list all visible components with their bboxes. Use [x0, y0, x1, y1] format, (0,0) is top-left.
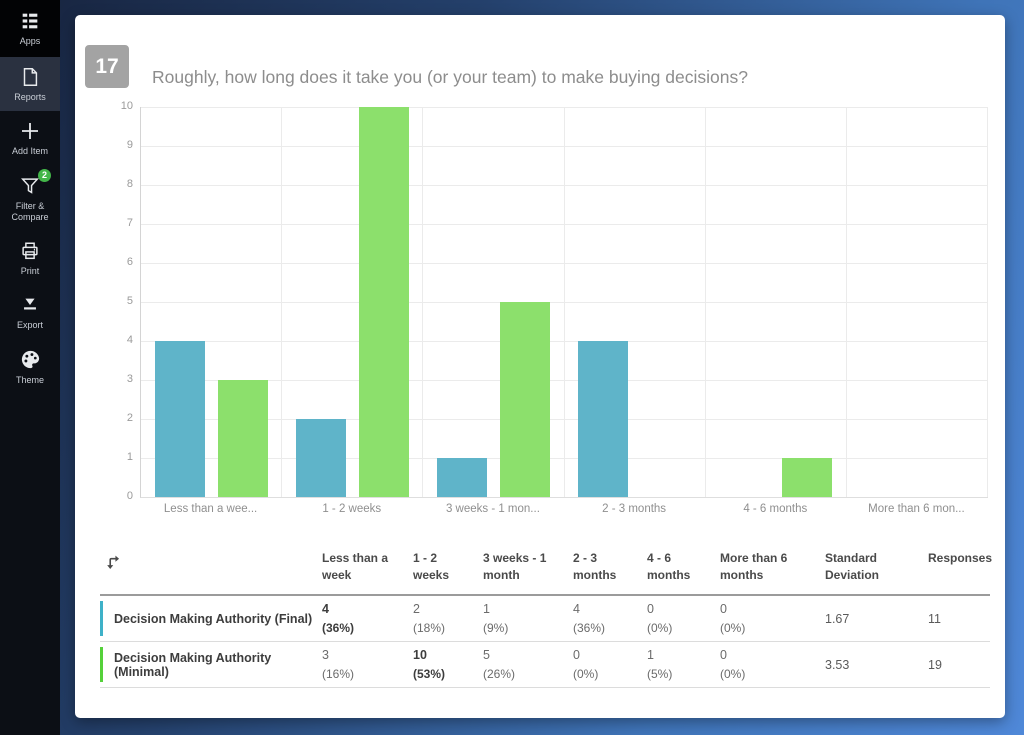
- responses-cell: 19: [928, 657, 942, 672]
- responses-cell: 11: [928, 611, 941, 626]
- chart-category-1: [141, 107, 283, 497]
- question-title: Roughly, how long does it take you (or y…: [152, 66, 748, 87]
- bar-decision-making-authority-final-[interactable]: [295, 419, 346, 497]
- chart-category-6: [847, 107, 989, 497]
- value-cell: 0 (0%): [647, 602, 673, 635]
- value-cell: 3 (16%): [322, 648, 355, 681]
- std-deviation-cell: 3.53: [825, 657, 850, 672]
- column-header: Responses: [928, 551, 993, 565]
- y-axis-tick-label: 7: [126, 217, 133, 229]
- report-card: 17 Roughly, how long does it take you (o…: [75, 15, 1005, 718]
- value-cell: 0 (0%): [573, 648, 599, 681]
- column-header: 2 - 3 months: [573, 551, 617, 582]
- y-axis-tick-label: 0: [126, 490, 133, 502]
- table-corner-cell: [100, 550, 322, 588]
- bar-decision-making-authority-minimal-[interactable]: [782, 458, 833, 497]
- x-axis-tick-label: 2 - 3 months: [602, 503, 667, 515]
- print-icon: [18, 239, 42, 263]
- x-axis-tick-label: Less than a wee...: [163, 503, 258, 515]
- y-axis-tick-label: 8: [126, 178, 133, 190]
- std-deviation-cell: 1.67: [825, 611, 850, 626]
- sidebar-item-label: Filter & Compare: [11, 200, 49, 222]
- sidebar-item-reports[interactable]: Reports: [0, 57, 60, 112]
- y-axis-tick-label: 6: [126, 256, 133, 268]
- x-axis-tick-label: 4 - 6 months: [743, 503, 808, 515]
- value-cell: 2 (18%): [413, 602, 446, 635]
- chart-category-4: [565, 107, 706, 497]
- value-cell: 5 (26%): [483, 648, 516, 681]
- bar-decision-making-authority-final-[interactable]: [436, 458, 487, 497]
- y-axis-tick-label: 1: [126, 451, 133, 463]
- sidebar-item-apps[interactable]: Apps: [0, 0, 60, 57]
- sidebar-item-filter-compare[interactable]: 2 Filter & Compare: [0, 166, 60, 232]
- column-header: 3 weeks - 1 month: [483, 551, 547, 582]
- bar-chart: Less than a wee... 1 - 2 weeks 3 weeks - 1…: [75, 15, 1005, 535]
- sidebar-item-print[interactable]: Print: [0, 231, 60, 285]
- export-icon: [18, 293, 42, 317]
- x-axis-tick-label: 3 weeks - 1 mon...: [445, 503, 540, 515]
- column-header: Standard Deviation: [825, 551, 880, 582]
- value-cell: 10 (53%): [413, 648, 446, 681]
- column-header: Less than a week: [322, 551, 389, 582]
- chart-category-3: [423, 107, 565, 497]
- question-number-badge: 17: [85, 45, 129, 88]
- y-axis-tick-label: 5: [126, 295, 133, 307]
- y-axis-tick-label: 3: [126, 373, 133, 385]
- transpose-icon[interactable]: [102, 550, 126, 574]
- sidebar-item-export[interactable]: Export: [0, 285, 60, 339]
- row-label: Decision Making Authority (Minimal): [100, 642, 322, 687]
- value-cell: 1 (9%): [483, 602, 509, 635]
- results-table: Less than a week 1 - 2 weeks 3 weeks - 1 m…: [100, 550, 992, 688]
- value-cell: 0 (0%): [720, 648, 746, 681]
- value-cell: 4 (36%): [322, 602, 355, 635]
- table-row: Decision Making Authority (Minimal) 3 (16%…: [100, 642, 990, 688]
- sidebar-item-label: Reports: [14, 92, 46, 102]
- value-cell: 0 (0%): [720, 602, 746, 635]
- series-color-indicator: [100, 601, 103, 636]
- x-axis-tick-label: More than 6 mon...: [868, 503, 965, 515]
- column-header: More than 6 months: [720, 551, 788, 582]
- column-header: 1 - 2 weeks: [413, 551, 450, 582]
- chart-x-axis-labels: Less than a wee... 1 - 2 weeks 3 weeks - 1…: [140, 503, 987, 515]
- apps-icon: [18, 9, 42, 33]
- add-item-icon: [18, 119, 42, 143]
- chart-category-2: [282, 107, 424, 497]
- sidebar-item-label: Add Item: [11, 146, 49, 157]
- table-header-row: Less than a week 1 - 2 weeks 3 weeks - 1 m…: [100, 550, 992, 596]
- y-axis-tick-label: 9: [126, 139, 133, 151]
- x-axis-tick-label: 1 - 2 weeks: [322, 503, 382, 515]
- table-row: Decision Making Authority (Final) 4 (36%) 2…: [100, 596, 990, 642]
- sidebar: Apps Reports Add Item 2 Filter & Compare Prin…: [0, 0, 60, 735]
- y-axis-tick-label: 10: [120, 100, 133, 112]
- y-axis-tick-label: 4: [126, 334, 133, 346]
- row-label: Decision Making Authority (Final): [100, 596, 322, 641]
- table-body: Decision Making Authority (Final) 4 (36%) 2…: [100, 596, 990, 688]
- bar-decision-making-authority-minimal-[interactable]: [217, 380, 268, 497]
- sidebar-item-theme[interactable]: Theme: [0, 340, 60, 394]
- bar-decision-making-authority-minimal-[interactable]: [499, 302, 550, 497]
- reports-icon: [18, 65, 42, 89]
- bar-decision-making-authority-minimal-[interactable]: [358, 107, 409, 497]
- sidebar-item-label: Export: [16, 320, 43, 331]
- value-cell: 1 (5%): [647, 648, 673, 681]
- value-cell: 4 (36%): [573, 602, 606, 635]
- chart-category-5: [706, 107, 847, 497]
- sidebar-item-label: Theme: [15, 374, 44, 385]
- bar-decision-making-authority-final-[interactable]: [154, 341, 205, 497]
- bar-decision-making-authority-final-[interactable]: [578, 341, 629, 497]
- chart-plot-area: [140, 107, 989, 498]
- sidebar-item-label: Apps: [19, 36, 41, 47]
- filter-count-badge: 2: [38, 168, 51, 182]
- sidebar-item-label: Print: [20, 266, 40, 276]
- y-axis-tick-label: 2: [126, 412, 133, 424]
- series-color-indicator: [100, 647, 103, 682]
- column-header: 4 - 6 months: [647, 551, 691, 582]
- sidebar-item-add-item[interactable]: Add Item: [0, 111, 60, 165]
- theme-icon: [18, 348, 42, 372]
- filter-icon: 2: [18, 168, 51, 198]
